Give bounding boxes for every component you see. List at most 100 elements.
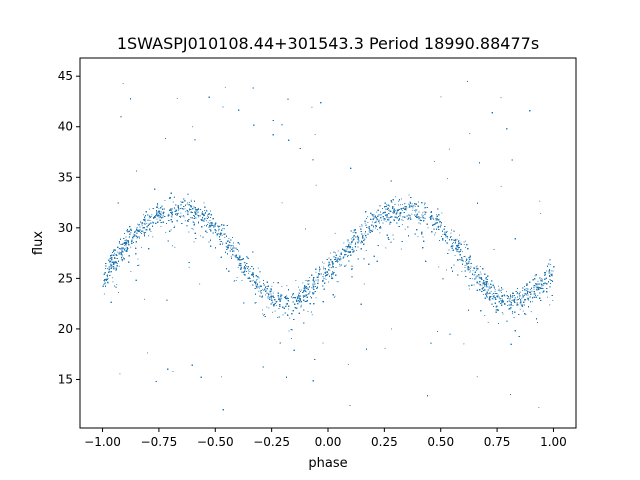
data-point bbox=[218, 230, 220, 232]
data-point bbox=[491, 298, 493, 299]
data-point bbox=[156, 212, 157, 214]
data-point bbox=[252, 279, 254, 281]
data-point bbox=[398, 200, 399, 202]
data-point bbox=[297, 297, 299, 298]
data-point bbox=[218, 226, 219, 228]
data-point bbox=[139, 232, 141, 233]
data-point bbox=[243, 262, 245, 263]
data-point bbox=[508, 308, 510, 310]
data-point bbox=[200, 235, 201, 237]
data-point bbox=[350, 246, 352, 248]
data-point bbox=[539, 200, 541, 202]
data-point bbox=[225, 246, 227, 247]
data-point bbox=[221, 234, 223, 236]
data-point bbox=[385, 221, 387, 223]
data-point bbox=[224, 86, 226, 88]
data-point bbox=[322, 261, 323, 263]
data-point bbox=[494, 291, 496, 293]
data-point bbox=[180, 201, 182, 203]
data-point bbox=[522, 290, 524, 291]
data-point bbox=[202, 219, 204, 221]
data-point bbox=[401, 210, 403, 211]
data-point bbox=[524, 295, 525, 296]
data-point bbox=[103, 280, 105, 282]
data-point bbox=[275, 305, 277, 306]
data-point bbox=[207, 221, 209, 223]
data-point bbox=[282, 314, 284, 316]
data-point bbox=[325, 271, 327, 273]
data-point bbox=[538, 283, 540, 285]
data-point bbox=[134, 231, 136, 232]
data-point bbox=[274, 310, 276, 312]
data-point bbox=[187, 210, 188, 212]
data-point bbox=[230, 247, 232, 249]
data-point bbox=[120, 243, 122, 245]
data-point bbox=[526, 290, 528, 291]
data-point bbox=[276, 300, 278, 302]
data-point bbox=[139, 226, 141, 228]
data-point bbox=[152, 236, 154, 238]
data-point bbox=[353, 231, 355, 233]
data-point bbox=[172, 201, 174, 203]
data-point bbox=[332, 278, 334, 280]
data-point bbox=[409, 201, 411, 203]
data-point bbox=[149, 208, 150, 210]
data-point bbox=[434, 234, 436, 236]
data-point bbox=[465, 246, 466, 248]
data-point bbox=[414, 205, 416, 207]
data-point bbox=[340, 256, 341, 258]
data-point bbox=[429, 217, 431, 218]
data-point bbox=[358, 237, 360, 239]
data-point bbox=[177, 212, 179, 214]
data-point bbox=[528, 298, 530, 299]
data-point bbox=[436, 218, 438, 220]
data-point bbox=[348, 254, 349, 256]
data-point bbox=[184, 220, 186, 222]
data-point bbox=[491, 293, 493, 295]
data-point bbox=[141, 246, 142, 248]
data-point bbox=[458, 240, 460, 242]
data-point bbox=[376, 211, 378, 213]
data-point bbox=[279, 298, 280, 300]
data-point bbox=[459, 234, 460, 236]
data-point bbox=[322, 342, 324, 344]
data-point bbox=[160, 226, 162, 227]
data-point bbox=[226, 247, 228, 249]
data-point bbox=[268, 294, 269, 296]
data-point bbox=[525, 290, 527, 292]
data-point bbox=[541, 283, 542, 285]
data-point bbox=[416, 214, 418, 216]
data-point bbox=[288, 330, 290, 332]
data-point bbox=[146, 223, 148, 224]
data-point bbox=[187, 202, 189, 204]
data-point bbox=[170, 229, 172, 231]
data-point bbox=[147, 352, 148, 354]
data-point bbox=[463, 241, 465, 243]
data-point bbox=[421, 214, 423, 216]
data-point bbox=[324, 277, 326, 279]
data-point bbox=[347, 239, 349, 240]
data-point bbox=[500, 185, 502, 187]
data-point bbox=[480, 273, 482, 275]
data-point bbox=[148, 217, 150, 219]
data-point bbox=[306, 294, 308, 296]
data-point bbox=[394, 212, 395, 213]
data-point bbox=[303, 289, 305, 291]
data-point bbox=[352, 248, 354, 250]
data-point bbox=[323, 273, 324, 275]
data-point bbox=[424, 218, 426, 220]
data-point bbox=[401, 219, 403, 221]
data-point bbox=[470, 270, 472, 272]
data-point bbox=[408, 207, 410, 208]
data-point bbox=[379, 232, 381, 234]
data-point bbox=[329, 267, 331, 268]
data-point bbox=[209, 229, 211, 230]
data-point bbox=[318, 274, 319, 276]
data-point bbox=[534, 292, 536, 294]
data-point bbox=[512, 305, 514, 306]
data-point bbox=[496, 296, 498, 297]
data-point bbox=[322, 279, 324, 281]
data-point bbox=[268, 293, 269, 295]
data-point bbox=[475, 277, 477, 279]
data-point bbox=[246, 256, 248, 257]
